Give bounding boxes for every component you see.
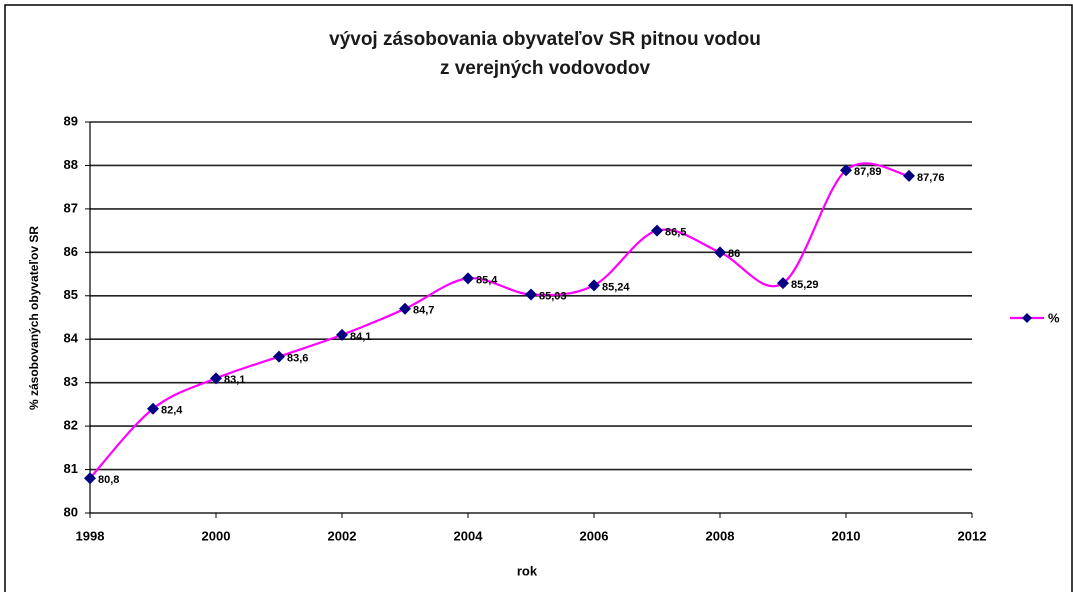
data-label: 83,6: [287, 353, 308, 365]
marker: [525, 288, 537, 301]
marker: [462, 272, 474, 285]
data-label: 85,29: [791, 279, 819, 291]
x-tick-label: 2010: [832, 528, 861, 543]
y-tick-label: 86: [64, 244, 78, 259]
y-tick-label: 80: [64, 504, 78, 519]
marker: [840, 164, 852, 177]
y-tick-label: 88: [64, 157, 78, 172]
data-label: 87,89: [854, 166, 882, 178]
x-tick-label: 2002: [328, 528, 357, 543]
chart-border: [4, 4, 1073, 592]
data-label: 87,76: [917, 172, 945, 184]
marker: [84, 472, 96, 485]
legend-marker: [1022, 313, 1032, 323]
x-tick-label: 2004: [454, 528, 484, 543]
data-label: 85,4: [476, 274, 498, 286]
marker: [336, 328, 348, 341]
x-tick-label: 1998: [76, 528, 105, 543]
series-line: [89, 162, 910, 479]
y-tick-label: 82: [64, 418, 78, 433]
legend-label: %: [1048, 310, 1060, 325]
data-label: 86,5: [665, 227, 686, 239]
y-tick-label: 89: [64, 113, 78, 128]
marker: [777, 277, 789, 290]
x-tick-label: 2012: [958, 528, 987, 543]
y-tick-label: 83: [64, 374, 78, 389]
data-label: 84,7: [413, 305, 434, 317]
chart-title: vývoj zásobovania obyvateľov SR pitnou v…: [329, 29, 761, 50]
data-label: 85,03: [539, 290, 567, 302]
marker: [651, 224, 663, 237]
data-label: 82,4: [161, 405, 183, 417]
chart-title: z verejných vodovodov: [440, 58, 651, 79]
x-tick-label: 2006: [580, 528, 609, 543]
marker: [714, 246, 726, 259]
data-label: 80,8: [98, 474, 119, 486]
y-tick-label: 84: [64, 331, 79, 346]
y-tick-label: 87: [64, 200, 78, 215]
marker: [588, 279, 600, 292]
data-label: 84,1: [350, 331, 371, 343]
marker: [273, 350, 285, 363]
data-label: 86: [728, 248, 740, 260]
x-tick-label: 2000: [202, 528, 231, 543]
marker: [399, 302, 411, 315]
marker: [903, 169, 915, 182]
y-tick-label: 81: [64, 461, 78, 476]
x-tick-label: 2008: [706, 528, 735, 543]
y-axis-label: % zásobovaných obyvateľov SR: [27, 226, 41, 410]
marker: [147, 402, 159, 415]
data-label: 85,24: [602, 281, 630, 293]
marker: [210, 372, 222, 385]
x-axis-label: rok: [517, 563, 538, 578]
y-tick-label: 85: [64, 287, 78, 302]
data-label: 83,1: [224, 374, 245, 386]
